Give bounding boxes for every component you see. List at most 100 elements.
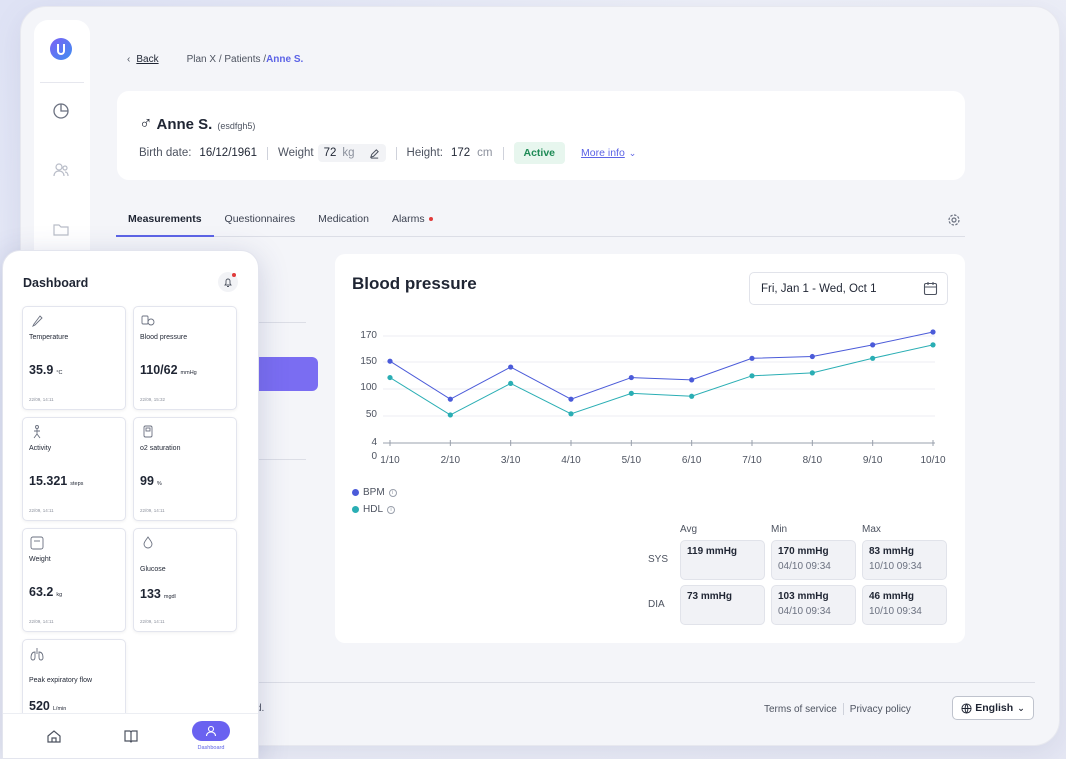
x-tick-label: 4/10 bbox=[561, 455, 581, 466]
weight-label: Weight bbox=[277, 147, 314, 159]
stats-row-label: DIA bbox=[648, 599, 665, 610]
stat-cell: 46 mmHg 10/10 09:34 bbox=[862, 585, 947, 625]
legend-label: HDL bbox=[363, 504, 384, 515]
y-tick-label: 4 bbox=[371, 437, 377, 448]
tab-measurements[interactable]: Measurements bbox=[116, 206, 214, 237]
birth-date-value: 16/12/1961 bbox=[199, 147, 257, 159]
data-point-hdl bbox=[628, 390, 634, 396]
stat-time: 10/10 09:34 bbox=[869, 606, 922, 617]
x-tick-label: 5/10 bbox=[622, 455, 642, 466]
stat-cell: 119 mmHg bbox=[680, 540, 765, 580]
stat-value: 170 mmHg bbox=[778, 546, 829, 557]
status-badge: Active bbox=[513, 142, 566, 164]
chevron-down-icon[interactable]: ⌄ bbox=[628, 147, 637, 158]
tile-value-number: 520 bbox=[29, 699, 50, 713]
dashboard-tile[interactable]: Blood pressure 110/62 mmHg 22/09, 15:32 bbox=[133, 306, 237, 410]
thermometer-icon bbox=[31, 315, 43, 328]
date-range-picker[interactable]: Fri, Jan 1 - Wed, Oct 1 bbox=[749, 272, 948, 305]
app-logo[interactable] bbox=[50, 38, 72, 60]
tab-questionnaires[interactable]: Questionnaires bbox=[224, 213, 296, 225]
dashboard-tile[interactable]: Temperature 35.9 °C 22/09, 14:11 bbox=[22, 306, 126, 410]
tile-unit: % bbox=[156, 481, 162, 487]
data-point-hdl bbox=[387, 374, 393, 381]
breadcrumb-path[interactable]: Plan X / Patients / bbox=[186, 54, 267, 65]
more-info-link[interactable]: More info bbox=[581, 147, 625, 159]
tile-value: 99% bbox=[140, 474, 162, 488]
tab-medication[interactable]: Medication bbox=[318, 213, 369, 225]
book-icon[interactable] bbox=[123, 728, 139, 744]
tile-value: 35.9 °C bbox=[29, 363, 63, 377]
legend-swatch bbox=[352, 506, 359, 513]
tile-label: Activity bbox=[29, 445, 52, 452]
pie-chart-icon[interactable] bbox=[52, 102, 70, 120]
chevron-left-icon[interactable]: ‹ bbox=[127, 54, 131, 65]
y-tick-label: 100 bbox=[360, 382, 377, 393]
tile-timestamp: 22/09, 14:11 bbox=[29, 619, 54, 624]
stat-cell: 170 mmHg 04/10 09:34 bbox=[771, 540, 856, 580]
data-point-hdl bbox=[447, 412, 453, 418]
stats-header-avg: Avg bbox=[680, 524, 698, 535]
tile-unit: steps bbox=[70, 481, 84, 487]
y-tick-label: 150 bbox=[360, 356, 377, 367]
stat-time: 04/10 09:34 bbox=[778, 606, 831, 617]
dashboard-tile[interactable]: Activity 15.321 steps 22/09, 14:11 bbox=[22, 417, 126, 521]
dashboard-tile[interactable]: o2 saturation 99% 22/09, 14:11 bbox=[133, 417, 237, 521]
tile-label: Blood pressure bbox=[140, 334, 188, 341]
folder-icon[interactable] bbox=[52, 220, 70, 238]
data-point-hdl bbox=[689, 393, 695, 399]
tile-label: Peak expiratory flow bbox=[29, 677, 93, 684]
tile-label: Temperature bbox=[29, 334, 69, 341]
dashboard-tile[interactable]: Glucose 133 mgdl 22/09, 14:11 bbox=[133, 528, 237, 632]
tile-value: 520 L/min bbox=[29, 699, 66, 713]
data-point-hdl bbox=[749, 373, 755, 379]
stat-cell: 103 mmHg 04/10 09:34 bbox=[771, 585, 856, 625]
terms-link[interactable]: Terms of service bbox=[764, 703, 837, 715]
calendar-icon[interactable] bbox=[923, 281, 938, 296]
dashboard-tile[interactable]: Weight 63.2 kg 22/09, 14:11 bbox=[22, 528, 126, 632]
tile-value: 63.2 kg bbox=[29, 585, 62, 599]
x-tick-label: 7/10 bbox=[742, 455, 762, 466]
legend-item-hdl: HDL i bbox=[352, 501, 397, 518]
stat-time: 10/10 09:34 bbox=[869, 561, 922, 572]
patient-name: Anne S. bbox=[156, 116, 213, 133]
tab-alarms[interactable]: Alarms bbox=[392, 206, 433, 237]
tile-timestamp: 22/09, 14:11 bbox=[140, 619, 165, 624]
sidebar-divider bbox=[40, 82, 84, 83]
weight-value: 72 bbox=[323, 147, 337, 159]
nav-dashboard-button[interactable] bbox=[192, 721, 230, 741]
x-tick-label: 9/10 bbox=[863, 455, 883, 466]
panel-selected-item[interactable] bbox=[250, 357, 318, 391]
stats-header-min: Min bbox=[771, 524, 788, 535]
privacy-link[interactable]: Privacy policy bbox=[849, 703, 911, 715]
gear-icon[interactable] bbox=[947, 213, 961, 227]
users-icon[interactable] bbox=[52, 161, 70, 179]
weight-unit: kg bbox=[342, 147, 355, 159]
x-tick-label: 10/10 bbox=[920, 455, 945, 466]
chevron-down-icon: ⌄ bbox=[1017, 702, 1025, 713]
tile-timestamp: 22/09, 14:11 bbox=[140, 508, 165, 513]
pencil-icon[interactable] bbox=[369, 148, 380, 159]
user-icon bbox=[205, 725, 217, 737]
info-icon[interactable]: i bbox=[388, 488, 397, 497]
scale-icon bbox=[30, 536, 44, 550]
tile-unit: kg bbox=[56, 592, 63, 598]
footer-divider bbox=[250, 682, 1035, 683]
home-icon[interactable] bbox=[46, 728, 62, 744]
tile-value-number: 35.9 bbox=[29, 363, 54, 377]
info-icon[interactable]: i bbox=[387, 505, 396, 514]
height-unit: cm bbox=[477, 147, 493, 159]
stat-value: 46 mmHg bbox=[869, 591, 915, 602]
y-tick-label: 170 bbox=[360, 330, 377, 341]
x-tick-label: 3/10 bbox=[501, 455, 521, 466]
back-link[interactable]: Back bbox=[136, 54, 159, 65]
footer-links: Terms of service Privacy policy bbox=[764, 703, 911, 715]
chart-legend: BPM i HDL i bbox=[352, 484, 397, 518]
y-tick-label: 50 bbox=[366, 409, 378, 420]
tile-value-number: 15.321 bbox=[29, 474, 68, 488]
stat-value: 103 mmHg bbox=[778, 591, 829, 602]
language-selector[interactable]: English ⌄ bbox=[952, 696, 1034, 720]
height-value: 172 bbox=[450, 147, 471, 159]
bell-icon[interactable] bbox=[218, 272, 238, 292]
weight-field[interactable]: 72 kg bbox=[317, 144, 386, 162]
mobile-title: Dashboard bbox=[23, 276, 89, 290]
